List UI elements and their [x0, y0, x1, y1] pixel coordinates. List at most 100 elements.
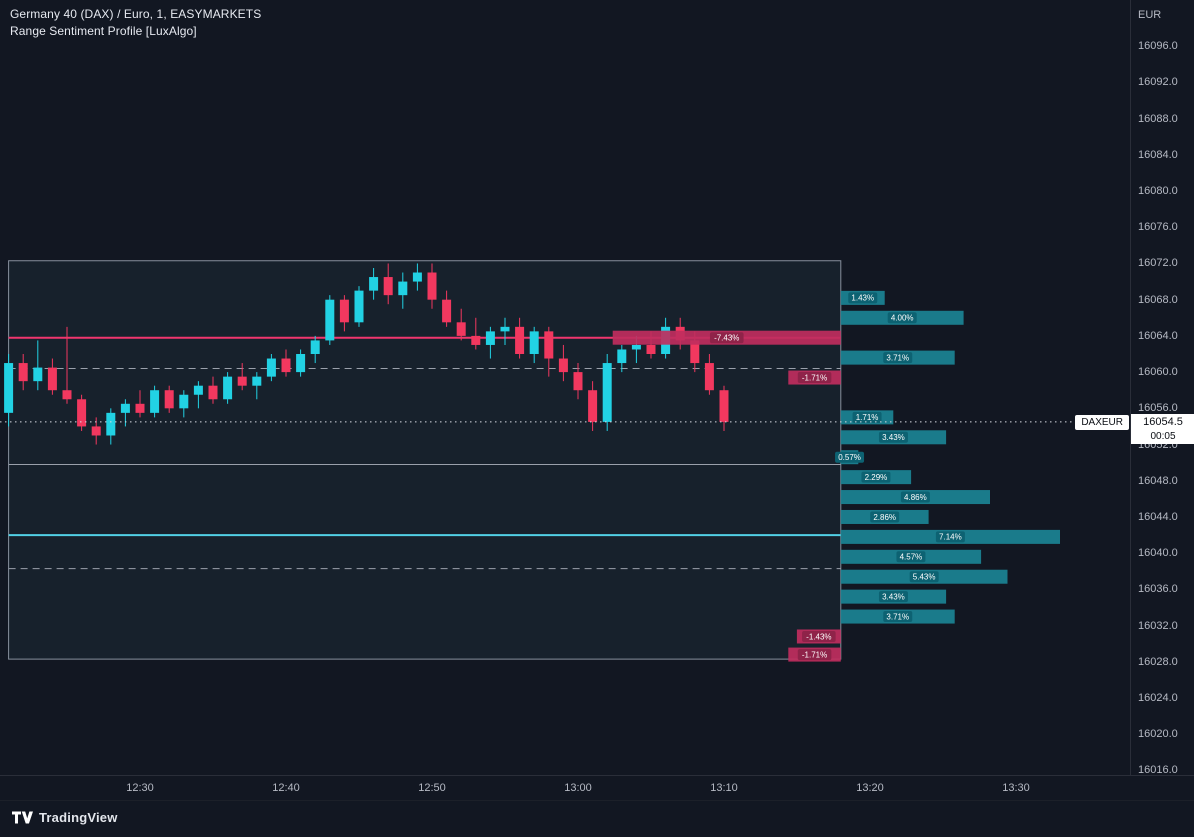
- sentiment-bar-label-chip: [797, 372, 832, 384]
- candle-body: [77, 399, 87, 427]
- sentiment-bar-label: 7.14%: [939, 533, 962, 542]
- candle-body: [281, 358, 291, 373]
- price-tick-label: 16064.0: [1138, 329, 1178, 342]
- price-tick-label: 16036.0: [1138, 583, 1178, 596]
- bar-countdown: 00:05: [1150, 430, 1176, 442]
- sentiment-bar-label: 2.86%: [873, 513, 896, 522]
- candle-body: [471, 335, 481, 345]
- price-tick-label: 16076.0: [1138, 221, 1178, 234]
- candle-body: [179, 394, 189, 409]
- sentiment-bar-label: -1.71%: [802, 373, 827, 382]
- last-price-tag: 16054.5 00:05: [1131, 413, 1194, 444]
- chart-canvas[interactable]: 1.43% 4.00% -7.43% 3.71% -1.71% 1.71% 3.43% 0.5…: [0, 0, 1130, 775]
- price-line-symbol-label: DAXEUR: [1075, 414, 1129, 430]
- candle-body: [33, 367, 43, 382]
- price-tick-label: 16092.0: [1138, 76, 1178, 89]
- sentiment-bar-label-chip: [852, 411, 882, 423]
- price-tick-label: 16016.0: [1138, 764, 1178, 777]
- chart-plot[interactable]: 1.43% 4.00% -7.43% 3.71% -1.71% 1.71% 3.43% 0.5…: [0, 0, 1130, 775]
- candle-body: [369, 277, 379, 291]
- candle-body: [18, 363, 28, 382]
- candle-body: [631, 344, 641, 350]
- sentiment-bar-label: -7.43%: [714, 334, 739, 343]
- price-tick-label: 16024.0: [1138, 692, 1178, 705]
- candle-body: [91, 426, 101, 436]
- price-tick-label: 16044.0: [1138, 510, 1178, 523]
- price-tick-label: 16028.0: [1138, 655, 1178, 668]
- time-tick-label: 12:40: [272, 782, 300, 794]
- candle-body: [573, 372, 583, 391]
- sentiment-bar-label-chip: [709, 332, 744, 344]
- time-tick-label: 13:30: [1002, 782, 1030, 794]
- candle-body: [339, 299, 349, 323]
- sentiment-bar-label: 4.00%: [891, 314, 914, 323]
- candle-body: [208, 385, 218, 400]
- sentiment-bar-label: -1.71%: [802, 650, 827, 659]
- candle-body: [398, 281, 408, 296]
- candle-body: [485, 331, 495, 345]
- candle-body: [646, 344, 656, 355]
- tradingview-logo-icon: [12, 811, 33, 824]
- candle-body: [704, 363, 714, 391]
- sentiment-bar-label-chip: [835, 451, 865, 463]
- candle-body: [500, 326, 510, 332]
- tradingview-brand-link[interactable]: TradingView: [12, 810, 118, 825]
- candle-body: [120, 403, 130, 413]
- sentiment-bar-label-chip: [878, 591, 908, 603]
- time-axis[interactable]: 12:30 12:40 12:50 13:00 13:10 13:20 13:30: [0, 775, 1194, 800]
- candle-body: [690, 340, 700, 364]
- time-tick-label: 13:10: [710, 782, 738, 794]
- candle-body: [193, 385, 203, 395]
- tradingview-brand-label: TradingView: [39, 810, 118, 825]
- candle-body: [602, 363, 612, 422]
- sentiment-bar-label: 2.29%: [865, 473, 888, 482]
- sentiment-bar-label-chip: [883, 611, 913, 623]
- sentiment-bar-label-chip: [848, 292, 878, 304]
- candle-body: [106, 412, 116, 436]
- sentiment-bar-label-chip: [900, 491, 930, 503]
- candle-body: [164, 390, 174, 409]
- sentiment-bar-label: 3.71%: [886, 353, 909, 362]
- sentiment-bar-label-chip: [797, 649, 832, 661]
- time-tick-label: 12:50: [418, 782, 446, 794]
- sentiment-bar-label: 3.43%: [882, 592, 905, 601]
- sentiment-bar-label: 5.43%: [913, 573, 936, 582]
- candle-body: [237, 376, 247, 386]
- footer-bar: TradingView: [0, 800, 1194, 837]
- candle-body: [296, 354, 306, 373]
- sentiment-bar-label: 3.43%: [882, 433, 905, 442]
- sentiment-bar-label: 4.57%: [900, 553, 923, 562]
- price-tick-label: 16088.0: [1138, 112, 1178, 125]
- sentiment-bar-label-chip: [878, 431, 908, 443]
- candle-body: [427, 272, 437, 300]
- candle-body: [266, 358, 276, 377]
- time-tick-label: 12:30: [126, 782, 154, 794]
- candle-body: [412, 272, 422, 282]
- candle-body: [325, 299, 335, 341]
- sentiment-bar-label-chip: [883, 352, 913, 364]
- sentiment-bar-label: 3.71%: [886, 612, 909, 621]
- price-axis[interactable]: EUR 16096.0 16092.0 16088.0 16084.0 16080.0 1…: [1130, 0, 1194, 800]
- last-price-value: 16054.5: [1143, 415, 1183, 428]
- sentiment-bar-label-chip: [909, 571, 939, 583]
- time-tick-label: 13:00: [564, 782, 592, 794]
- range-box: [8, 260, 842, 660]
- price-tick-label: 16020.0: [1138, 728, 1178, 741]
- price-tick-label: 16072.0: [1138, 257, 1178, 270]
- price-tick-label: 16040.0: [1138, 547, 1178, 560]
- candle-body: [719, 390, 729, 422]
- candle-body: [456, 322, 466, 336]
- sentiment-bar-label: 0.57%: [838, 453, 861, 462]
- price-tick-label: 16080.0: [1138, 185, 1178, 198]
- price-tick-label: 16084.0: [1138, 148, 1178, 161]
- sentiment-bar-label-chip: [896, 551, 926, 563]
- candle-body: [252, 376, 262, 386]
- price-tick-label: 16048.0: [1138, 474, 1178, 487]
- candle-body: [544, 331, 554, 359]
- sentiment-bar-label-chip: [935, 531, 965, 543]
- price-tick-label: 16056.0: [1138, 402, 1178, 415]
- price-tick-label: 16096.0: [1138, 40, 1178, 53]
- sentiment-bar-label: 1.43%: [851, 294, 874, 303]
- candle-body: [62, 390, 72, 400]
- candle-body: [383, 277, 393, 296]
